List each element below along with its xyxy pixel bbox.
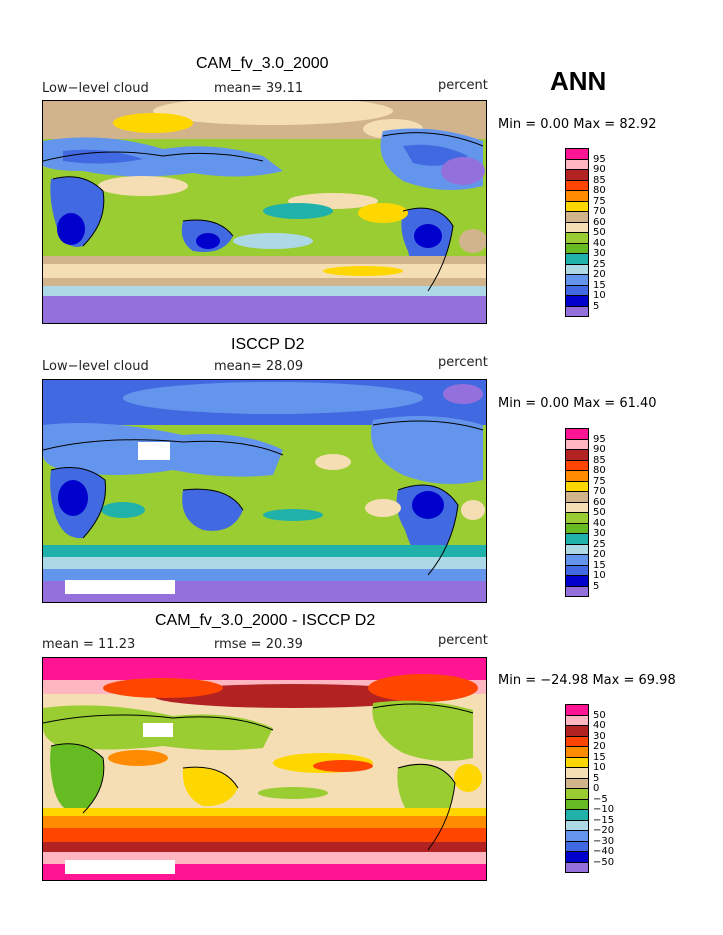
panel-3-map — [42, 657, 487, 881]
panel-2-minmax: Min = 0.00 Max = 61.40 — [498, 396, 657, 411]
colorbar-label: 10 — [593, 762, 606, 773]
panel-3-rmse-label: rmse = 20.39 — [214, 637, 303, 652]
colorbar-label: 85 — [593, 174, 606, 186]
colorbar-swatch — [565, 305, 589, 317]
colorbar-label: 10 — [593, 570, 606, 581]
colorbar-label: 50 — [593, 507, 606, 518]
season-label: ANN — [550, 66, 607, 96]
panel-1-mean-label: mean= 39.11 — [214, 81, 304, 96]
colorbar-label: 90 — [593, 164, 606, 175]
colorbar-label: −40 — [593, 846, 615, 857]
colorbar-label: 25 — [593, 258, 606, 270]
panel-1-units-label: percent — [438, 78, 488, 93]
colorbar-label: 40 — [593, 720, 606, 731]
panel-3-title: CAM_fv_3.0_2000 - ISCCP D2 — [155, 612, 376, 629]
panel-3-minmax: Min = −24.98 Max = 69.98 — [498, 673, 676, 688]
colorbar-label: 40 — [593, 517, 606, 529]
colorbar-label: 30 — [593, 248, 606, 259]
colorbar-label: 95 — [593, 433, 606, 445]
panel-1-minmax: Min = 0.00 Max = 82.92 — [498, 117, 657, 132]
colorbar-label: 20 — [593, 741, 606, 752]
colorbar-label: 20 — [593, 269, 606, 280]
panel-2-map — [42, 379, 487, 603]
colorbar-label: 70 — [593, 486, 606, 497]
colorbar-label: 75 — [593, 475, 606, 487]
colorbar-label: 30 — [593, 528, 606, 539]
colorbar-label: 5 — [593, 300, 600, 312]
panel-1-map — [42, 100, 487, 324]
colorbar-swatch — [565, 585, 589, 597]
panel-2-variable-label: Low−level cloud — [42, 359, 149, 374]
colorbar-swatch — [565, 861, 589, 873]
colorbar-label: 20 — [593, 549, 606, 560]
colorbar-label: −10 — [593, 804, 615, 815]
colorbar-label: 60 — [593, 496, 606, 508]
colorbar-label: 60 — [593, 216, 606, 228]
colorbar-label: 10 — [593, 290, 606, 301]
colorbar-label: 25 — [593, 538, 606, 550]
panel-1-variable-label: Low−level cloud — [42, 81, 149, 96]
colorbar-label: 95 — [593, 153, 606, 165]
colorbar-label: 80 — [593, 185, 606, 196]
colorbar-label: −50 — [593, 856, 615, 868]
colorbar-label: 50 — [593, 709, 606, 721]
colorbar-label: −20 — [593, 825, 615, 836]
colorbar-label: 15 — [593, 279, 606, 291]
colorbar-label: 80 — [593, 465, 606, 476]
panel-3-mean-label: mean = 11.23 — [42, 637, 136, 652]
colorbar-label: 5 — [593, 772, 600, 784]
panel-1-title: CAM_fv_3.0_2000 — [196, 55, 329, 72]
colorbar-label: 50 — [593, 227, 606, 238]
colorbar-label: 5 — [593, 580, 600, 592]
colorbar-label: 30 — [593, 730, 606, 742]
colorbar-label: 0 — [593, 783, 600, 794]
colorbar-label: −15 — [593, 814, 615, 826]
colorbar-label: 85 — [593, 454, 606, 466]
panel-3-units-label: percent — [438, 633, 488, 648]
panel-2-units-label: percent — [438, 355, 488, 370]
colorbar-label: 40 — [593, 237, 606, 249]
colorbar-label: 75 — [593, 195, 606, 207]
colorbar-label: 15 — [593, 559, 606, 571]
panel-2-title: ISCCP D2 — [231, 336, 305, 353]
panel-2-mean-label: mean= 28.09 — [214, 359, 304, 374]
colorbar-label: −30 — [593, 835, 615, 847]
colorbar-label: −5 — [593, 793, 608, 805]
colorbar-label: 70 — [593, 206, 606, 217]
colorbar-label: 90 — [593, 444, 606, 455]
colorbar-label: 15 — [593, 751, 606, 763]
